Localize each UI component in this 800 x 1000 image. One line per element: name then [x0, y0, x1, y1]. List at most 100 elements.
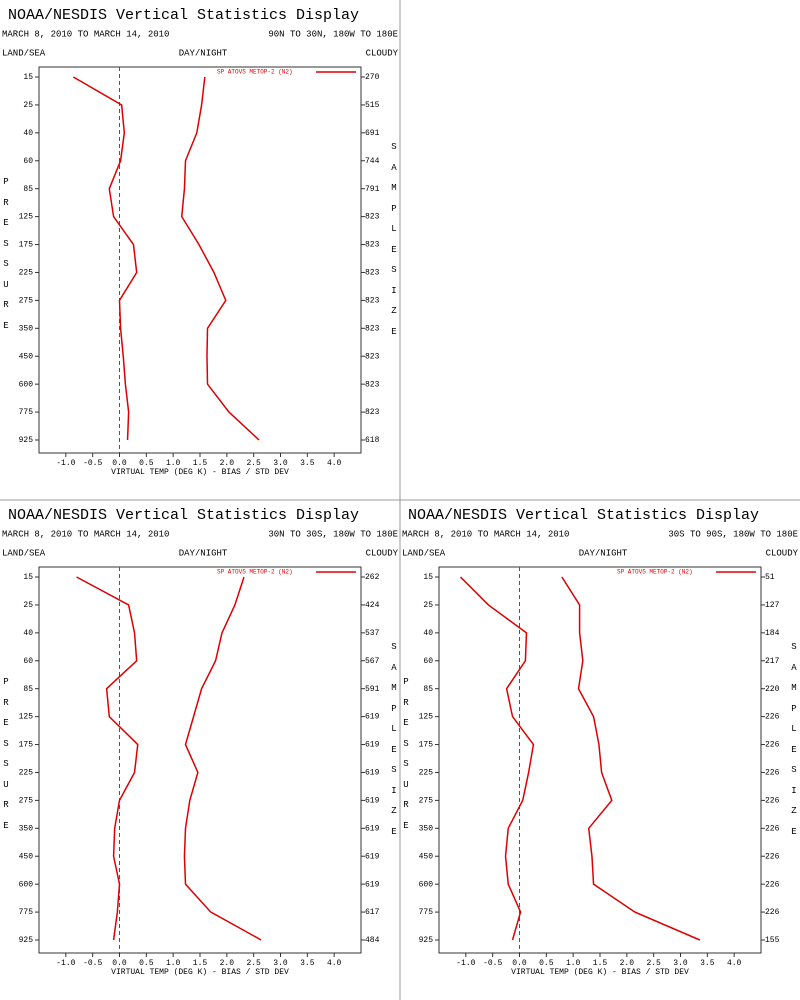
y-tick-label: 15	[23, 573, 33, 582]
data-line	[72, 76, 138, 441]
sample-size-label: 823	[365, 213, 380, 222]
land-sea-label: LAND/SEA	[402, 548, 446, 558]
data-line	[180, 76, 260, 441]
data-line	[561, 576, 701, 941]
data-line	[183, 576, 262, 941]
y-axis-label: PRESSURE	[403, 677, 409, 831]
sample-size-label: 619	[365, 713, 380, 722]
y-tick-label: 40	[23, 629, 33, 638]
y-tick-label: 775	[19, 408, 34, 417]
legend-label: SP ATOVS METOP-2 (N2)	[617, 569, 693, 576]
title: NOAA/NESDIS Vertical Statistics Display	[408, 507, 759, 524]
sample-size-label: 791	[365, 185, 380, 194]
y-tick-label: 175	[19, 741, 34, 750]
sample-size-label: 619	[365, 741, 380, 750]
x-tick-label: 2.0	[620, 959, 635, 968]
sample-size-label: 184	[765, 629, 780, 638]
x-tick-label: 3.5	[700, 959, 715, 968]
sample-size-label: 515	[365, 101, 380, 110]
x-tick-label: 4.0	[327, 459, 342, 468]
x-axis-label: VIRTUAL TEMP (DEG K) - BIAS / STD DEV	[111, 468, 289, 477]
sample-size-label: 619	[365, 824, 380, 833]
sample-size-axis-label: SAMPLE SIZE	[391, 642, 403, 837]
x-tick-label: 0.0	[112, 959, 127, 968]
x-tick-label: 0.0	[512, 959, 527, 968]
y-tick-label: 600	[19, 380, 34, 389]
sample-size-label: 619	[365, 852, 380, 861]
panel: NOAA/NESDIS Vertical Statistics Display M…	[402, 507, 799, 977]
x-tick-label: 3.0	[673, 959, 688, 968]
x-tick-label: -0.5	[83, 459, 102, 468]
legend-label: SP ATOVS METOP-2 (N2)	[217, 569, 293, 576]
x-tick-label: 4.0	[727, 959, 742, 968]
data-line	[459, 576, 535, 941]
x-tick-label: 1.0	[166, 459, 181, 468]
x-tick-label: 0.5	[139, 959, 154, 968]
y-tick-label: 85	[23, 685, 33, 694]
y-axis-label: PRESSURE	[3, 177, 9, 331]
sample-size-label: 226	[765, 852, 780, 861]
y-tick-label: 175	[419, 741, 434, 750]
sample-size-label: 270	[365, 73, 380, 82]
x-tick-label: 3.0	[273, 959, 288, 968]
y-tick-label: 25	[423, 601, 433, 610]
cloudy-label: CLOUDY	[366, 48, 399, 58]
sample-size-axis-label: SAMPLE SIZE	[391, 142, 403, 337]
sample-size-label: 484	[365, 936, 380, 945]
y-tick-label: 15	[423, 573, 433, 582]
sample-size-label: 127	[765, 601, 780, 610]
y-tick-label: 225	[19, 769, 34, 778]
x-tick-label: 1.5	[193, 459, 208, 468]
x-tick-label: 2.5	[246, 959, 261, 968]
y-tick-label: 275	[419, 796, 434, 805]
title: NOAA/NESDIS Vertical Statistics Display	[8, 7, 359, 24]
x-tick-label: 1.0	[166, 959, 181, 968]
y-tick-label: 600	[19, 880, 34, 889]
sample-size-label: 226	[765, 908, 780, 917]
day-night-label: DAY/NIGHT	[579, 548, 628, 558]
sample-size-label: 744	[365, 157, 380, 166]
sample-size-axis-label: SAMPLE SIZE	[791, 642, 797, 837]
sample-size-label: 217	[765, 657, 780, 666]
y-tick-label: 15	[23, 73, 33, 82]
y-tick-label: 775	[419, 908, 434, 917]
y-tick-label: 25	[23, 101, 33, 110]
sample-size-label: 591	[365, 685, 380, 694]
x-tick-label: -1.0	[456, 959, 475, 968]
sample-size-label: 619	[365, 769, 380, 778]
panel: NOAA/NESDIS Vertical Statistics Display M…	[2, 507, 399, 977]
y-tick-label: 175	[19, 241, 34, 250]
x-tick-label: 0.0	[112, 459, 127, 468]
y-tick-label: 775	[19, 908, 34, 917]
y-tick-label: 450	[19, 352, 34, 361]
sample-size-label: 823	[365, 296, 380, 305]
x-tick-label: 2.5	[246, 459, 261, 468]
x-tick-label: 3.5	[300, 459, 315, 468]
region: 90N TO 30N, 180W TO 180E	[268, 29, 398, 39]
sample-size-label: 226	[765, 741, 780, 750]
y-tick-label: 225	[419, 769, 434, 778]
panel: NOAA/NESDIS Vertical Statistics Display M…	[2, 7, 399, 477]
y-tick-label: 350	[19, 824, 34, 833]
sample-size-label: 226	[765, 796, 780, 805]
land-sea-label: LAND/SEA	[2, 548, 46, 558]
y-tick-label: 275	[19, 296, 34, 305]
x-tick-label: -1.0	[56, 959, 75, 968]
x-tick-label: -0.5	[483, 959, 502, 968]
y-tick-label: 60	[423, 657, 433, 666]
x-tick-label: -0.5	[83, 959, 102, 968]
y-tick-label: 125	[19, 213, 34, 222]
x-axis-label: VIRTUAL TEMP (DEG K) - BIAS / STD DEV	[511, 968, 689, 977]
cloudy-label: CLOUDY	[766, 548, 799, 558]
sample-size-label: 823	[365, 324, 380, 333]
x-tick-label: 3.0	[273, 459, 288, 468]
x-tick-label: 2.0	[220, 959, 235, 968]
y-tick-label: 275	[19, 796, 34, 805]
y-tick-label: 125	[419, 713, 434, 722]
sample-size-label: 823	[365, 408, 380, 417]
y-axis-label: PRESSURE	[3, 677, 9, 831]
sample-size-label: 823	[365, 241, 380, 250]
y-tick-label: 350	[19, 324, 34, 333]
data-line	[76, 576, 139, 941]
